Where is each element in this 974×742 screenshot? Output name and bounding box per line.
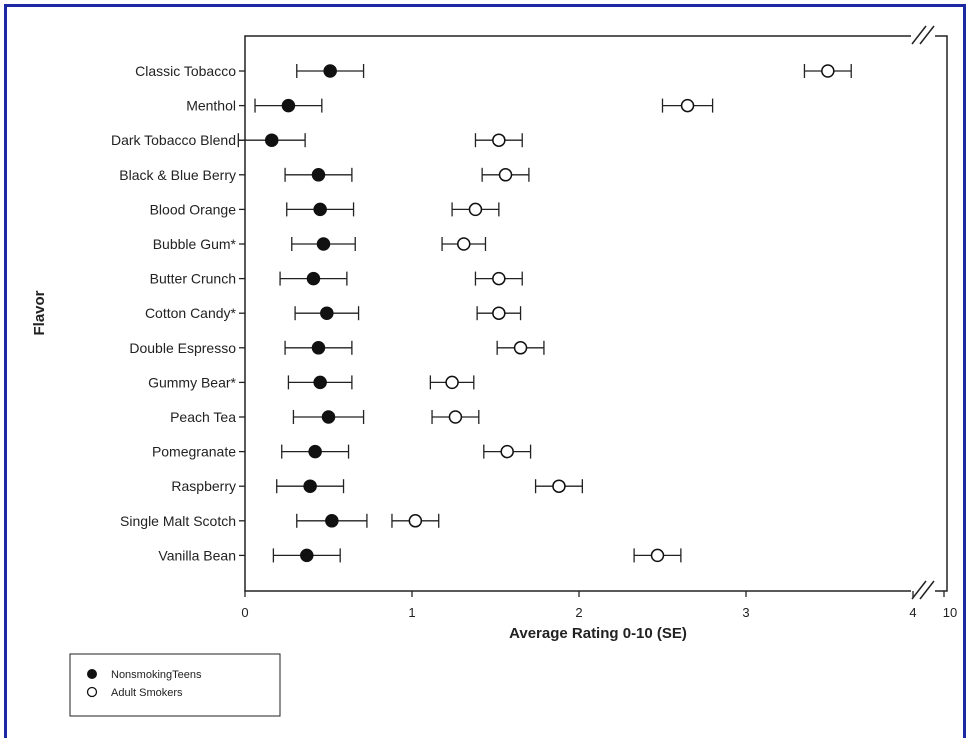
category-label-dark-tobacco-blend: Dark Tobacco Blend <box>111 132 236 148</box>
data-point-nonsmokingteens-gummy-bear <box>287 375 353 390</box>
marker-adult-smokers-menthol <box>680 98 695 113</box>
marker-adult-smokers-black-blue-berry <box>498 168 513 182</box>
x-tick-label-3: 3 <box>742 605 749 620</box>
category-label-menthol: Menthol <box>186 98 236 114</box>
category-label-gummy-bear: Gummy Bear* <box>148 374 236 390</box>
category-label-black-blue-berry: Black & Blue Berry <box>119 167 236 183</box>
legend-marker-adult-smokers <box>86 686 98 698</box>
marker-adult-smokers-single-malt-scotch <box>408 514 423 528</box>
x-tick-label-10: 10 <box>943 605 957 620</box>
legend-box <box>69 653 281 717</box>
marker-nonsmokingteens-butter-crunch <box>306 271 321 286</box>
marker-nonsmokingteens-cotton-candy <box>320 306 334 320</box>
marker-nonsmokingteens-pomegranate <box>308 444 322 459</box>
marker-nonsmokingteens-vanilla-bean <box>300 548 314 563</box>
category-label-vanilla-bean: Vanilla Bean <box>158 547 236 563</box>
marker-nonsmokingteens-black-blue-berry <box>311 168 326 182</box>
marker-adult-smokers-bubble-gum <box>457 237 471 251</box>
category-label-raspberry: Raspberry <box>171 478 236 494</box>
data-point-adult-smokers-double-espresso <box>496 340 545 355</box>
marker-nonsmokingteens-double-espresso <box>311 341 326 355</box>
data-point-adult-smokers-classic-tobacco <box>803 64 852 78</box>
marker-adult-smokers-cotton-candy <box>492 306 506 320</box>
marker-nonsmokingteens-bubble-gum <box>316 237 331 251</box>
marker-nonsmokingteens-single-malt-scotch <box>325 514 339 528</box>
marker-adult-smokers-peach-tea <box>448 410 463 424</box>
marker-adult-smokers-butter-crunch <box>492 271 506 286</box>
x-tick-label-4: 4 <box>909 605 916 620</box>
marker-nonsmokingteens-gummy-bear <box>313 375 327 390</box>
category-label-double-espresso: Double Espresso <box>129 340 236 356</box>
legend-label-nonsmoking-teens: NonsmokingTeens <box>111 669 202 681</box>
data-point-nonsmokingteens-pomegranate <box>281 444 350 459</box>
data-point-nonsmokingteens-bubble-gum <box>291 237 356 251</box>
marker-adult-smokers-gummy-bear <box>445 375 459 390</box>
data-point-adult-smokers-blood-orange <box>451 202 500 217</box>
legend-marker-nonsmoking-teens <box>87 669 97 679</box>
category-label-butter-crunch: Butter Crunch <box>150 271 236 287</box>
category-label-single-malt-scotch: Single Malt Scotch <box>120 513 236 529</box>
x-tick-label-2: 2 <box>575 605 582 620</box>
category-label-pomegranate: Pomegranate <box>152 444 236 460</box>
marker-adult-smokers-blood-orange <box>468 202 483 217</box>
data-point-nonsmokingteens-menthol <box>254 98 323 113</box>
marker-adult-smokers-dark-tobacco-blend <box>492 133 506 147</box>
category-label-bubble-gum: Bubble Gum* <box>153 236 237 252</box>
category-label-classic-tobacco: Classic Tobacco <box>135 63 236 79</box>
data-point-adult-smokers-peach-tea <box>431 410 480 424</box>
data-point-adult-smokers-black-blue-berry <box>481 167 530 182</box>
marker-adult-smokers-raspberry <box>552 479 566 493</box>
marker-nonsmokingteens-blood-orange <box>313 202 327 217</box>
data-point-adult-smokers-menthol <box>661 98 714 113</box>
data-point-nonsmokingteens-cotton-candy <box>294 306 360 321</box>
marker-nonsmokingteens-classic-tobacco <box>323 64 337 78</box>
data-point-nonsmokingteens-blood-orange <box>286 202 355 217</box>
data-point-nonsmokingteens-peach-tea <box>292 410 365 424</box>
axis-break-top <box>911 25 935 45</box>
data-point-adult-smokers-single-malt-scotch <box>391 513 440 528</box>
figure-frame <box>4 4 966 738</box>
data-point-nonsmokingteens-raspberry <box>276 479 345 494</box>
marker-adult-smokers-vanilla-bean <box>650 548 665 563</box>
data-point-nonsmokingteens-dark-tobacco-blend <box>237 133 306 148</box>
marker-nonsmokingteens-raspberry <box>303 479 317 493</box>
marker-nonsmokingteens-peach-tea <box>321 410 336 424</box>
data-point-nonsmokingteens-classic-tobacco <box>296 64 365 78</box>
marker-adult-smokers-classic-tobacco <box>821 64 835 78</box>
data-point-nonsmokingteens-black-blue-berry <box>284 167 353 182</box>
x-axis-title: Average Rating 0-10 (SE) <box>509 625 687 642</box>
data-point-nonsmokingteens-butter-crunch <box>279 271 348 286</box>
data-point-nonsmokingteens-vanilla-bean <box>272 548 341 563</box>
category-label-blood-orange: Blood Orange <box>150 201 237 217</box>
marker-adult-smokers-double-espresso <box>513 341 528 355</box>
data-point-adult-smokers-bubble-gum <box>441 237 487 251</box>
y-axis-title: Flavor <box>31 290 48 335</box>
marker-nonsmokingteens-dark-tobacco-blend <box>264 133 279 147</box>
data-point-adult-smokers-vanilla-bean <box>633 548 682 563</box>
category-label-peach-tea: Peach Tea <box>170 409 236 425</box>
data-point-nonsmokingteens-double-espresso <box>284 340 353 355</box>
data-point-adult-smokers-dark-tobacco-blend <box>474 133 523 148</box>
data-point-adult-smokers-gummy-bear <box>429 375 475 390</box>
data-point-adult-smokers-pomegranate <box>483 444 532 459</box>
data-point-adult-smokers-cotton-candy <box>476 306 522 321</box>
marker-nonsmokingteens-menthol <box>281 98 296 113</box>
x-tick-label-0: 0 <box>241 605 248 620</box>
data-point-adult-smokers-raspberry <box>534 479 583 494</box>
x-tick-label-1: 1 <box>408 605 415 620</box>
legend-label-adult-smokers: Adult Smokers <box>111 687 183 699</box>
data-point-nonsmokingteens-single-malt-scotch <box>296 513 368 528</box>
marker-adult-smokers-pomegranate <box>500 444 514 459</box>
category-label-cotton-candy: Cotton Candy* <box>145 305 237 321</box>
legend: NonsmokingTeens Adult Smokers <box>69 653 281 717</box>
axis-break-bottom <box>911 580 935 600</box>
data-point-adult-smokers-butter-crunch <box>474 271 523 286</box>
